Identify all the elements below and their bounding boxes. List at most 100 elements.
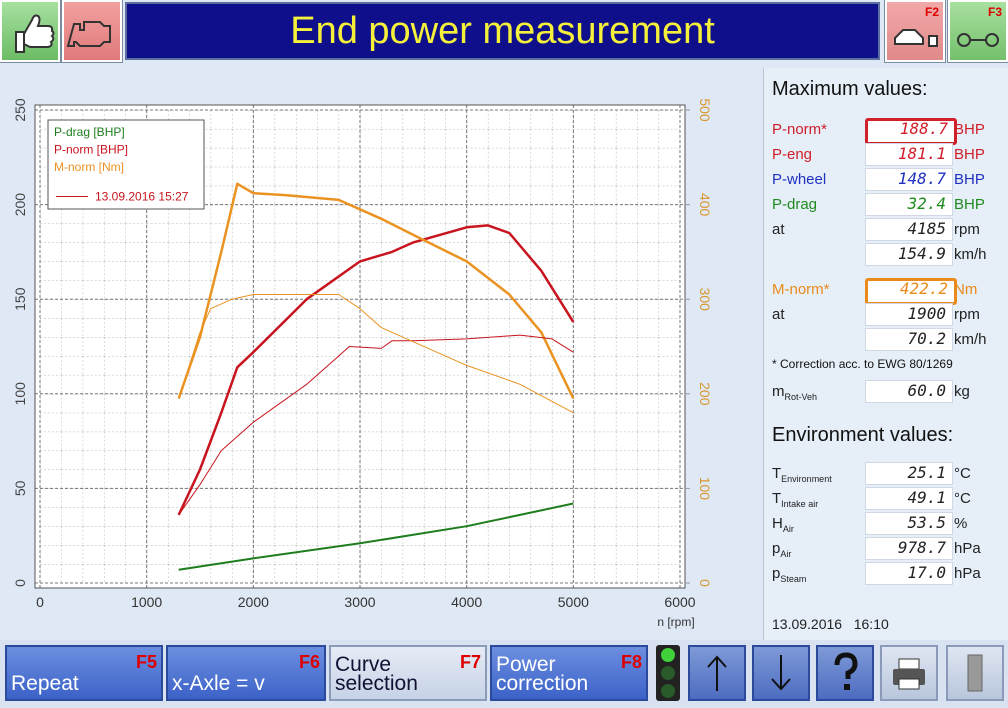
- value-label: P-wheel: [772, 171, 826, 188]
- help-button[interactable]: [816, 645, 874, 701]
- value-row: 154.9 km/h: [772, 243, 1008, 266]
- button-key: F5: [135, 652, 157, 672]
- key-label: F2: [924, 5, 939, 19]
- help-icon: [834, 652, 858, 690]
- value-box: 25.1: [865, 462, 953, 485]
- value-unit: °C: [954, 490, 971, 507]
- value-label: at: [772, 306, 785, 323]
- button-key: F7: [459, 652, 481, 672]
- button-label: Power correction: [496, 653, 589, 695]
- status-light-icon: [661, 648, 675, 698]
- value-unit: BHP: [954, 121, 985, 138]
- x-tick-label: 1000: [131, 594, 162, 610]
- f2-button[interactable]: F2: [884, 0, 946, 63]
- value-box: 4185: [865, 218, 953, 241]
- legend-entry: M-norm [Nm]: [54, 160, 124, 174]
- function-button[interactable]: x-Axle = v F6: [166, 645, 326, 701]
- status-light: [656, 645, 680, 701]
- label-sub: Air: [780, 549, 792, 559]
- value-box: 422.2: [865, 278, 957, 305]
- up-button[interactable]: [688, 645, 746, 701]
- label-text: at: [772, 306, 785, 323]
- value-label: mRot-Veh: [772, 383, 817, 402]
- y2-tick-label: 500: [697, 98, 713, 122]
- y2-tick-label: 200: [697, 382, 713, 406]
- y2-tick-label: 100: [697, 477, 713, 501]
- y2-tick-label: 0: [697, 579, 713, 587]
- accept-button[interactable]: [0, 0, 61, 63]
- button-label: x-Axle = v: [172, 672, 265, 695]
- legend-entry: P-norm [BHP]: [54, 143, 128, 157]
- y-tick-label: 150: [12, 287, 28, 311]
- timestamp: 13.09.2016 16:10: [772, 616, 889, 632]
- value-label: P-eng: [772, 146, 812, 163]
- section-title: Maximum values:: [772, 78, 928, 100]
- function-button[interactable]: Repeat F5: [5, 645, 163, 701]
- y2-tick-label: 400: [697, 193, 713, 217]
- value-label: P-drag: [772, 196, 817, 213]
- value-row: HAir 53.5%: [772, 512, 1008, 535]
- label-text: P-wheel: [772, 171, 827, 188]
- series-line: [177, 182, 575, 400]
- label-sub: Environment: [781, 474, 832, 484]
- value-row: at 1900 rpm: [772, 303, 1008, 326]
- up-arrow: [707, 655, 727, 691]
- value-row: M-norm* 422.2 Nm: [772, 278, 1008, 305]
- value-unit: Nm: [954, 281, 978, 298]
- engine-button[interactable]: [61, 0, 123, 63]
- value-unit: kg: [954, 383, 970, 400]
- value-box: 17.0: [865, 562, 953, 585]
- printer-icon: [893, 658, 925, 690]
- value-box: 188.7: [865, 118, 957, 145]
- down-button[interactable]: [752, 645, 810, 701]
- exit-button[interactable]: [946, 645, 1004, 701]
- value-box: 60.0: [865, 380, 953, 403]
- label-sub: Steam: [780, 574, 807, 584]
- value-row: P-norm* 188.7 BHP: [772, 118, 1008, 145]
- series-line: [178, 334, 574, 516]
- value-row: at 4185 rpm: [772, 218, 1008, 241]
- button-label: Curve selection: [335, 653, 418, 695]
- label-text: P-norm*: [772, 121, 828, 138]
- value-label: TIntake air: [772, 490, 818, 509]
- y-tick-label: 200: [12, 193, 28, 217]
- function-button[interactable]: Power correction F8: [490, 645, 648, 701]
- value-box: 49.1: [865, 487, 953, 510]
- value-unit: rpm: [954, 306, 980, 323]
- value-box: 1900: [865, 303, 953, 326]
- value-box: 32.4: [865, 193, 953, 216]
- value-label: HAir: [772, 515, 794, 534]
- value-box: 70.2: [865, 328, 953, 351]
- value-row: P-drag 32.4 BHP: [772, 193, 1008, 216]
- y-tick-label: 100: [12, 382, 28, 406]
- x-tick-label: 5000: [558, 594, 589, 610]
- label-text: p: [772, 540, 781, 557]
- plot-frame: [34, 104, 686, 589]
- value-box: 978.7: [865, 537, 953, 560]
- value-label: pAir: [772, 540, 791, 559]
- value-unit: hPa: [954, 565, 981, 582]
- label-text: P-drag: [772, 196, 818, 213]
- legend-entry: P-drag [BHP]: [54, 125, 125, 139]
- value-label: TEnvironment: [772, 465, 832, 484]
- x-axis-label: n [rpm]: [657, 615, 694, 629]
- value-row: TEnvironment 25.1 °C: [772, 462, 1008, 485]
- title: End power measurement: [290, 10, 715, 52]
- f3-button[interactable]: F3: [947, 0, 1008, 63]
- label-text: M-norm*: [772, 281, 830, 298]
- y-tick-label: 0: [12, 579, 28, 587]
- label-text: H: [772, 515, 783, 532]
- x-tick-label: 3000: [344, 594, 375, 610]
- value-row: P-wheel 148.7 BHP: [772, 168, 1008, 191]
- down-arrow: [771, 655, 791, 691]
- label-sub: Air: [782, 524, 794, 534]
- print-button[interactable]: [880, 645, 938, 701]
- rollers-icon: [957, 33, 999, 47]
- function-button[interactable]: Curve selection F7: [329, 645, 487, 701]
- label-text: T: [772, 490, 782, 507]
- value-unit: rpm: [954, 221, 980, 238]
- value-box: 53.5: [865, 512, 953, 535]
- section-title: Environment values:: [772, 424, 954, 446]
- value-box: 154.9: [865, 243, 953, 266]
